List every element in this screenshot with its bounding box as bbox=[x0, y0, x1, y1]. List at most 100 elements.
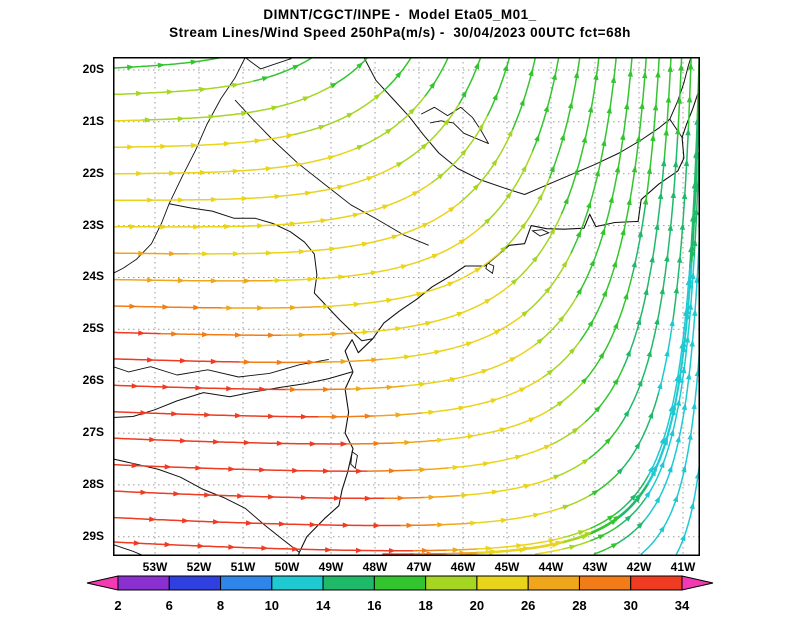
arrowhead-icon bbox=[681, 191, 688, 200]
arrowhead-icon bbox=[149, 436, 157, 443]
arrowhead-icon bbox=[318, 125, 326, 131]
arrowhead-icon bbox=[654, 222, 660, 230]
arrowhead-icon bbox=[355, 547, 363, 554]
arrowhead-icon bbox=[307, 276, 315, 282]
arrowhead-icon bbox=[650, 133, 656, 142]
arrowhead-icon bbox=[274, 277, 282, 284]
arrowhead-icon bbox=[687, 432, 693, 440]
arrowhead-icon bbox=[514, 454, 523, 460]
arrowhead-icon bbox=[580, 377, 588, 385]
arrowhead-icon bbox=[465, 341, 474, 347]
plot-frame bbox=[113, 57, 700, 556]
arrowhead-icon bbox=[235, 332, 243, 338]
arrowhead-icon bbox=[448, 206, 456, 213]
streamline-segment bbox=[486, 57, 511, 116]
arrowhead-icon bbox=[681, 339, 687, 348]
arrowhead-icon bbox=[648, 411, 654, 419]
arrowhead-icon bbox=[694, 117, 700, 125]
streamline-segment bbox=[563, 539, 592, 550]
arrowhead-icon bbox=[491, 158, 498, 167]
arrowhead-icon bbox=[362, 329, 370, 335]
arrowhead-icon bbox=[408, 107, 416, 115]
arrowhead-icon bbox=[210, 196, 218, 203]
lon-tick-label: 49W bbox=[318, 560, 344, 574]
colorbar-tick-label: 16 bbox=[367, 598, 381, 613]
arrowhead-icon bbox=[461, 492, 469, 499]
arrowhead-icon bbox=[190, 59, 198, 65]
arrowhead-icon bbox=[668, 404, 674, 413]
arrowhead-icon bbox=[235, 412, 243, 419]
arrowhead-icon bbox=[543, 444, 552, 450]
arrowhead-icon bbox=[689, 243, 695, 251]
arrowhead-icon bbox=[361, 241, 370, 247]
arrowhead-icon bbox=[199, 169, 207, 176]
colorbar-segment bbox=[322, 575, 375, 591]
colorbar-segment bbox=[578, 575, 632, 591]
streamline-segment bbox=[617, 483, 649, 518]
streamline-segment bbox=[618, 391, 660, 474]
arrowhead-icon bbox=[558, 315, 565, 323]
plot-area bbox=[113, 57, 700, 556]
arrowhead-icon bbox=[428, 409, 436, 416]
arrowhead-icon bbox=[395, 412, 403, 418]
arrowhead-icon bbox=[257, 223, 265, 229]
streamline-segment bbox=[499, 176, 551, 253]
streamline-segment bbox=[570, 57, 618, 254]
colorbar-segment bbox=[117, 575, 170, 591]
arrowhead-icon bbox=[681, 465, 687, 473]
arrowhead-icon bbox=[182, 518, 190, 524]
arrowhead-icon bbox=[337, 184, 345, 191]
arrowhead-icon bbox=[551, 72, 557, 81]
arrowhead-icon bbox=[531, 255, 539, 263]
arrowhead-icon bbox=[160, 224, 168, 230]
arrowhead-icon bbox=[295, 162, 304, 168]
arrowhead-icon bbox=[364, 413, 372, 419]
arrowhead-icon bbox=[692, 238, 698, 247]
arrowhead-icon bbox=[400, 264, 409, 270]
arrowhead-icon bbox=[434, 349, 442, 355]
arrowhead-icon bbox=[322, 303, 331, 310]
streamline-segment bbox=[221, 305, 323, 309]
arrowhead-icon bbox=[456, 312, 465, 317]
colorbar-tick-label: 28 bbox=[572, 598, 586, 613]
colorbar-tick-label: 30 bbox=[623, 598, 637, 613]
arrowhead-icon bbox=[373, 440, 381, 447]
arrowhead-icon bbox=[177, 116, 185, 122]
arrowhead-icon bbox=[164, 541, 172, 548]
arrowhead-icon bbox=[648, 465, 654, 473]
arrowhead-icon bbox=[193, 224, 201, 230]
arrowhead-icon bbox=[197, 543, 205, 549]
arrowhead-icon bbox=[429, 81, 436, 89]
arrowhead-icon bbox=[639, 101, 645, 110]
arrowhead-icon bbox=[428, 494, 436, 500]
arrowhead-icon bbox=[575, 230, 581, 238]
arrowhead-icon bbox=[576, 287, 583, 295]
arrowhead-icon bbox=[243, 278, 251, 284]
arrowhead-icon bbox=[662, 437, 668, 446]
arrowhead-icon bbox=[213, 439, 221, 445]
arrowhead-icon bbox=[586, 201, 592, 209]
arrowhead-icon bbox=[676, 255, 683, 263]
arrowhead-icon bbox=[587, 105, 594, 113]
river-path bbox=[113, 358, 329, 378]
island-path bbox=[485, 262, 495, 275]
streamline-segment bbox=[532, 57, 560, 152]
island-path bbox=[531, 229, 550, 237]
arrowhead-icon bbox=[127, 64, 135, 70]
colorbar-tick-label: 6 bbox=[166, 598, 173, 613]
arrowhead-icon bbox=[195, 465, 203, 471]
streamline-segment bbox=[459, 128, 514, 203]
arrowhead-icon bbox=[329, 246, 337, 252]
arrowhead-icon bbox=[136, 170, 144, 177]
arrowhead-icon bbox=[657, 381, 663, 390]
arrowhead-icon bbox=[654, 495, 661, 504]
lon-tick-label: 51W bbox=[230, 560, 256, 574]
arrowhead-icon bbox=[395, 71, 402, 79]
arrowhead-icon bbox=[267, 494, 276, 500]
arrowhead-icon bbox=[171, 411, 179, 417]
colorbar-segment bbox=[271, 575, 324, 591]
lon-tick-label: 47W bbox=[406, 560, 432, 574]
arrowhead-icon bbox=[140, 489, 148, 495]
arrowhead-icon bbox=[606, 106, 612, 114]
arrowhead-icon bbox=[518, 387, 527, 393]
